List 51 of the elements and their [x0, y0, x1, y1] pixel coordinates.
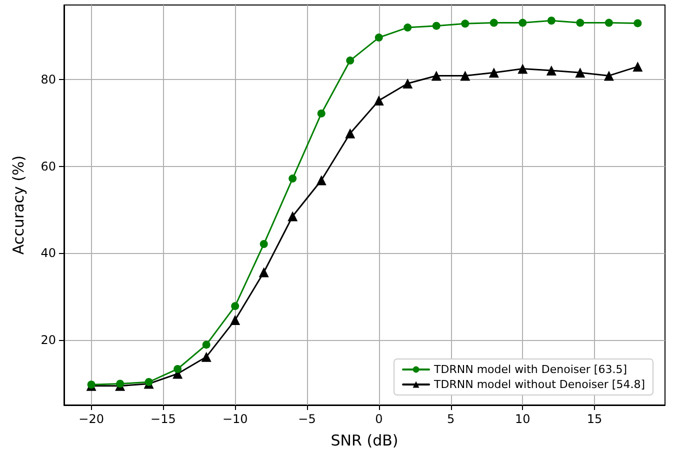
- y-tick-label: 40: [40, 246, 56, 260]
- x-tick-label: −20: [78, 412, 104, 426]
- point: [488, 68, 499, 78]
- point: [604, 18, 613, 27]
- point: [346, 56, 354, 65]
- x-tick-label: 0: [375, 412, 383, 426]
- x-tick-label: 5: [446, 412, 455, 426]
- point: [317, 109, 326, 118]
- point: [546, 66, 556, 76]
- point: [461, 20, 470, 28]
- x-tick-label: −5: [298, 412, 316, 426]
- point: [547, 16, 556, 25]
- point: [202, 340, 210, 349]
- x-tick-label: −15: [150, 412, 176, 426]
- point: [490, 18, 498, 27]
- point: [518, 18, 527, 27]
- point: [518, 64, 528, 74]
- point: [402, 78, 413, 89]
- point: [604, 70, 614, 81]
- point: [632, 62, 643, 72]
- legend-label: TDRNN model without Denoiser [54.8]: [433, 378, 646, 391]
- x-tick-label: 10: [515, 412, 530, 426]
- point: [575, 68, 586, 78]
- point: [316, 175, 326, 186]
- point: [144, 378, 153, 386]
- y-tick-label: 80: [40, 72, 56, 87]
- y-tick-label: 60: [40, 159, 56, 174]
- y-tick-label: 20: [40, 332, 56, 347]
- point: [174, 364, 182, 373]
- x-tick-label: −10: [222, 412, 248, 426]
- point: [231, 302, 240, 310]
- x-tick-label: 15: [586, 412, 602, 426]
- point: [288, 174, 297, 183]
- point: [576, 18, 584, 27]
- point: [404, 24, 412, 32]
- legend-label: TDRNN model with Denoiser [63.5]: [433, 363, 627, 376]
- point: [634, 19, 642, 28]
- point: [431, 70, 442, 81]
- point: [345, 128, 356, 138]
- point: [201, 352, 212, 362]
- point: [374, 34, 383, 42]
- point: [260, 240, 268, 248]
- y-axis-title: Accuracy (%): [10, 155, 28, 255]
- point: [460, 70, 470, 81]
- point: [432, 22, 440, 30]
- point: [258, 267, 269, 278]
- point: [374, 95, 384, 106]
- point: [116, 380, 124, 388]
- point: [230, 314, 240, 325]
- point: [288, 211, 298, 222]
- x-axis-title: SNR (dB): [330, 432, 398, 450]
